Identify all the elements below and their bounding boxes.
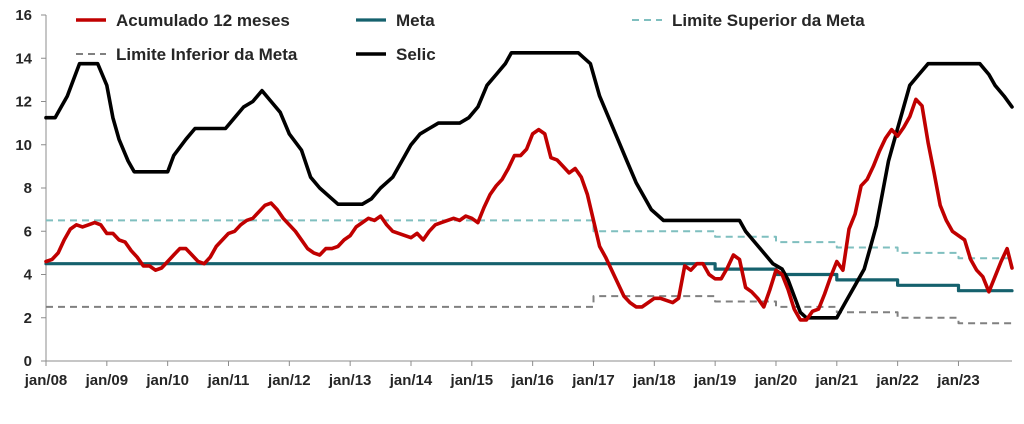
y-tick-label: 12 [15, 94, 32, 111]
y-tick-label: 16 [15, 7, 32, 24]
chart-legend: Acumulado 12 meses Meta Limite Superior da… [76, 11, 865, 64]
legend-label-limite-superior: Limite Superior da Meta [672, 11, 865, 30]
x-tick-label: jan/20 [754, 372, 798, 389]
series-line-limite-inferior [46, 295, 1012, 325]
x-tick-label: jan/15 [450, 372, 494, 389]
x-tick-label: jan/23 [936, 372, 980, 389]
x-tick-label: jan/14 [389, 372, 433, 389]
y-tick-label: 14 [15, 50, 32, 67]
y-tick-label: 0 [24, 353, 32, 370]
chart-axes: 0 2 4 6 8 10 12 14 16 jan/08 jan/09 jan/10 jan/11 jan… [15, 7, 1012, 389]
legend-label-meta: Meta [396, 11, 435, 30]
y-tick-label: 6 [24, 223, 32, 240]
series-line-meta [44, 262, 1014, 293]
legend-label-selic: Selic [396, 45, 436, 64]
y-tick-label: 8 [24, 180, 32, 197]
chart-series-layer [44, 51, 1014, 325]
legend-label-acumulado: Acumulado 12 meses [116, 11, 290, 30]
x-tick-label: jan/19 [693, 372, 737, 389]
x-tick-label: jan/09 [85, 372, 129, 389]
x-tick-label: jan/10 [145, 372, 189, 389]
x-tick-label: jan/18 [632, 372, 676, 389]
x-tick-label: jan/22 [875, 372, 919, 389]
x-tick-label: jan/12 [267, 372, 311, 389]
x-tick-label: jan/13 [328, 372, 372, 389]
y-tick-label: 2 [24, 310, 32, 327]
series-line-limite-superior [46, 219, 1012, 260]
legend-label-limite-inferior: Limite Inferior da Meta [116, 45, 298, 64]
x-tick-label: jan/08 [24, 372, 68, 389]
x-tick-label: jan/11 [207, 372, 250, 389]
x-tick-label: jan/16 [510, 372, 554, 389]
x-tick-label: jan/21 [815, 372, 859, 389]
series-line-acumulado [44, 97, 1014, 322]
series-line-selic [44, 51, 1014, 320]
y-tick-label: 4 [24, 267, 33, 284]
y-tick-label: 10 [15, 137, 32, 154]
x-tick-label: jan/17 [571, 372, 615, 389]
